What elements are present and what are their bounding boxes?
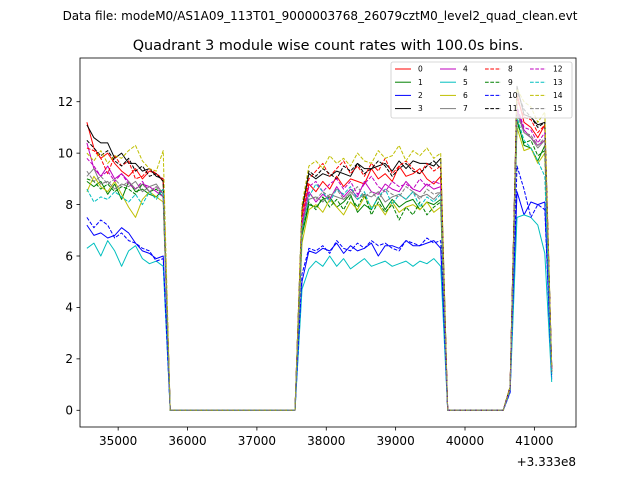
legend-label-13: 13 xyxy=(553,78,563,87)
y-tick-label: 8 xyxy=(65,198,73,212)
legend-label-14: 14 xyxy=(553,91,563,100)
y-tick-label: 2 xyxy=(65,352,73,366)
legend-label-9: 9 xyxy=(508,78,513,87)
plot-area xyxy=(79,57,577,428)
chart-title: Quadrant 3 module wise count rates with … xyxy=(133,38,524,54)
legend-label-2: 2 xyxy=(418,91,423,100)
y-tick-label: 10 xyxy=(58,146,73,160)
legend-label-11: 11 xyxy=(508,104,518,113)
legend-label-0: 0 xyxy=(418,65,423,74)
legend-label-8: 8 xyxy=(508,65,513,74)
axes-frame xyxy=(79,57,577,428)
x-tick-label: 39000 xyxy=(377,434,415,448)
y-axis: 0 2 4 6 8 10 12 xyxy=(58,95,80,418)
series-line-15 xyxy=(86,114,553,411)
legend-label-7: 7 xyxy=(463,104,468,113)
legend-label-15: 15 xyxy=(553,104,563,113)
x-offset-label: +3.333e8 xyxy=(517,455,576,469)
suptitle: Data file: modeM0/AS1A09_113T01_90000037… xyxy=(63,9,578,23)
legend-label-5: 5 xyxy=(463,78,468,87)
legend-box xyxy=(390,61,573,119)
series-layer xyxy=(86,85,553,411)
legend-label-10: 10 xyxy=(508,91,518,100)
x-tick-label: 38000 xyxy=(307,434,345,448)
y-tick-label: 12 xyxy=(58,95,73,109)
x-tick-label: 36000 xyxy=(168,434,206,448)
legend-label-4: 4 xyxy=(463,65,468,74)
y-tick-label: 4 xyxy=(65,301,73,315)
x-tick-label: 40000 xyxy=(446,434,484,448)
legend-label-6: 6 xyxy=(463,91,468,100)
legend-label-1: 1 xyxy=(418,78,423,87)
axes-background xyxy=(80,58,576,427)
x-tick-label: 41000 xyxy=(515,434,553,448)
series-line-11 xyxy=(86,90,553,411)
y-tick-label: 0 xyxy=(65,404,73,418)
legend-label-3: 3 xyxy=(418,104,423,113)
x-tick-label: 35000 xyxy=(99,434,137,448)
x-tick-label: 37000 xyxy=(238,434,276,448)
y-tick-label: 6 xyxy=(65,249,73,263)
x-axis: 35000 36000 37000 38000 39000 40000 41000 xyxy=(99,427,553,448)
legend-label-12: 12 xyxy=(553,65,563,74)
